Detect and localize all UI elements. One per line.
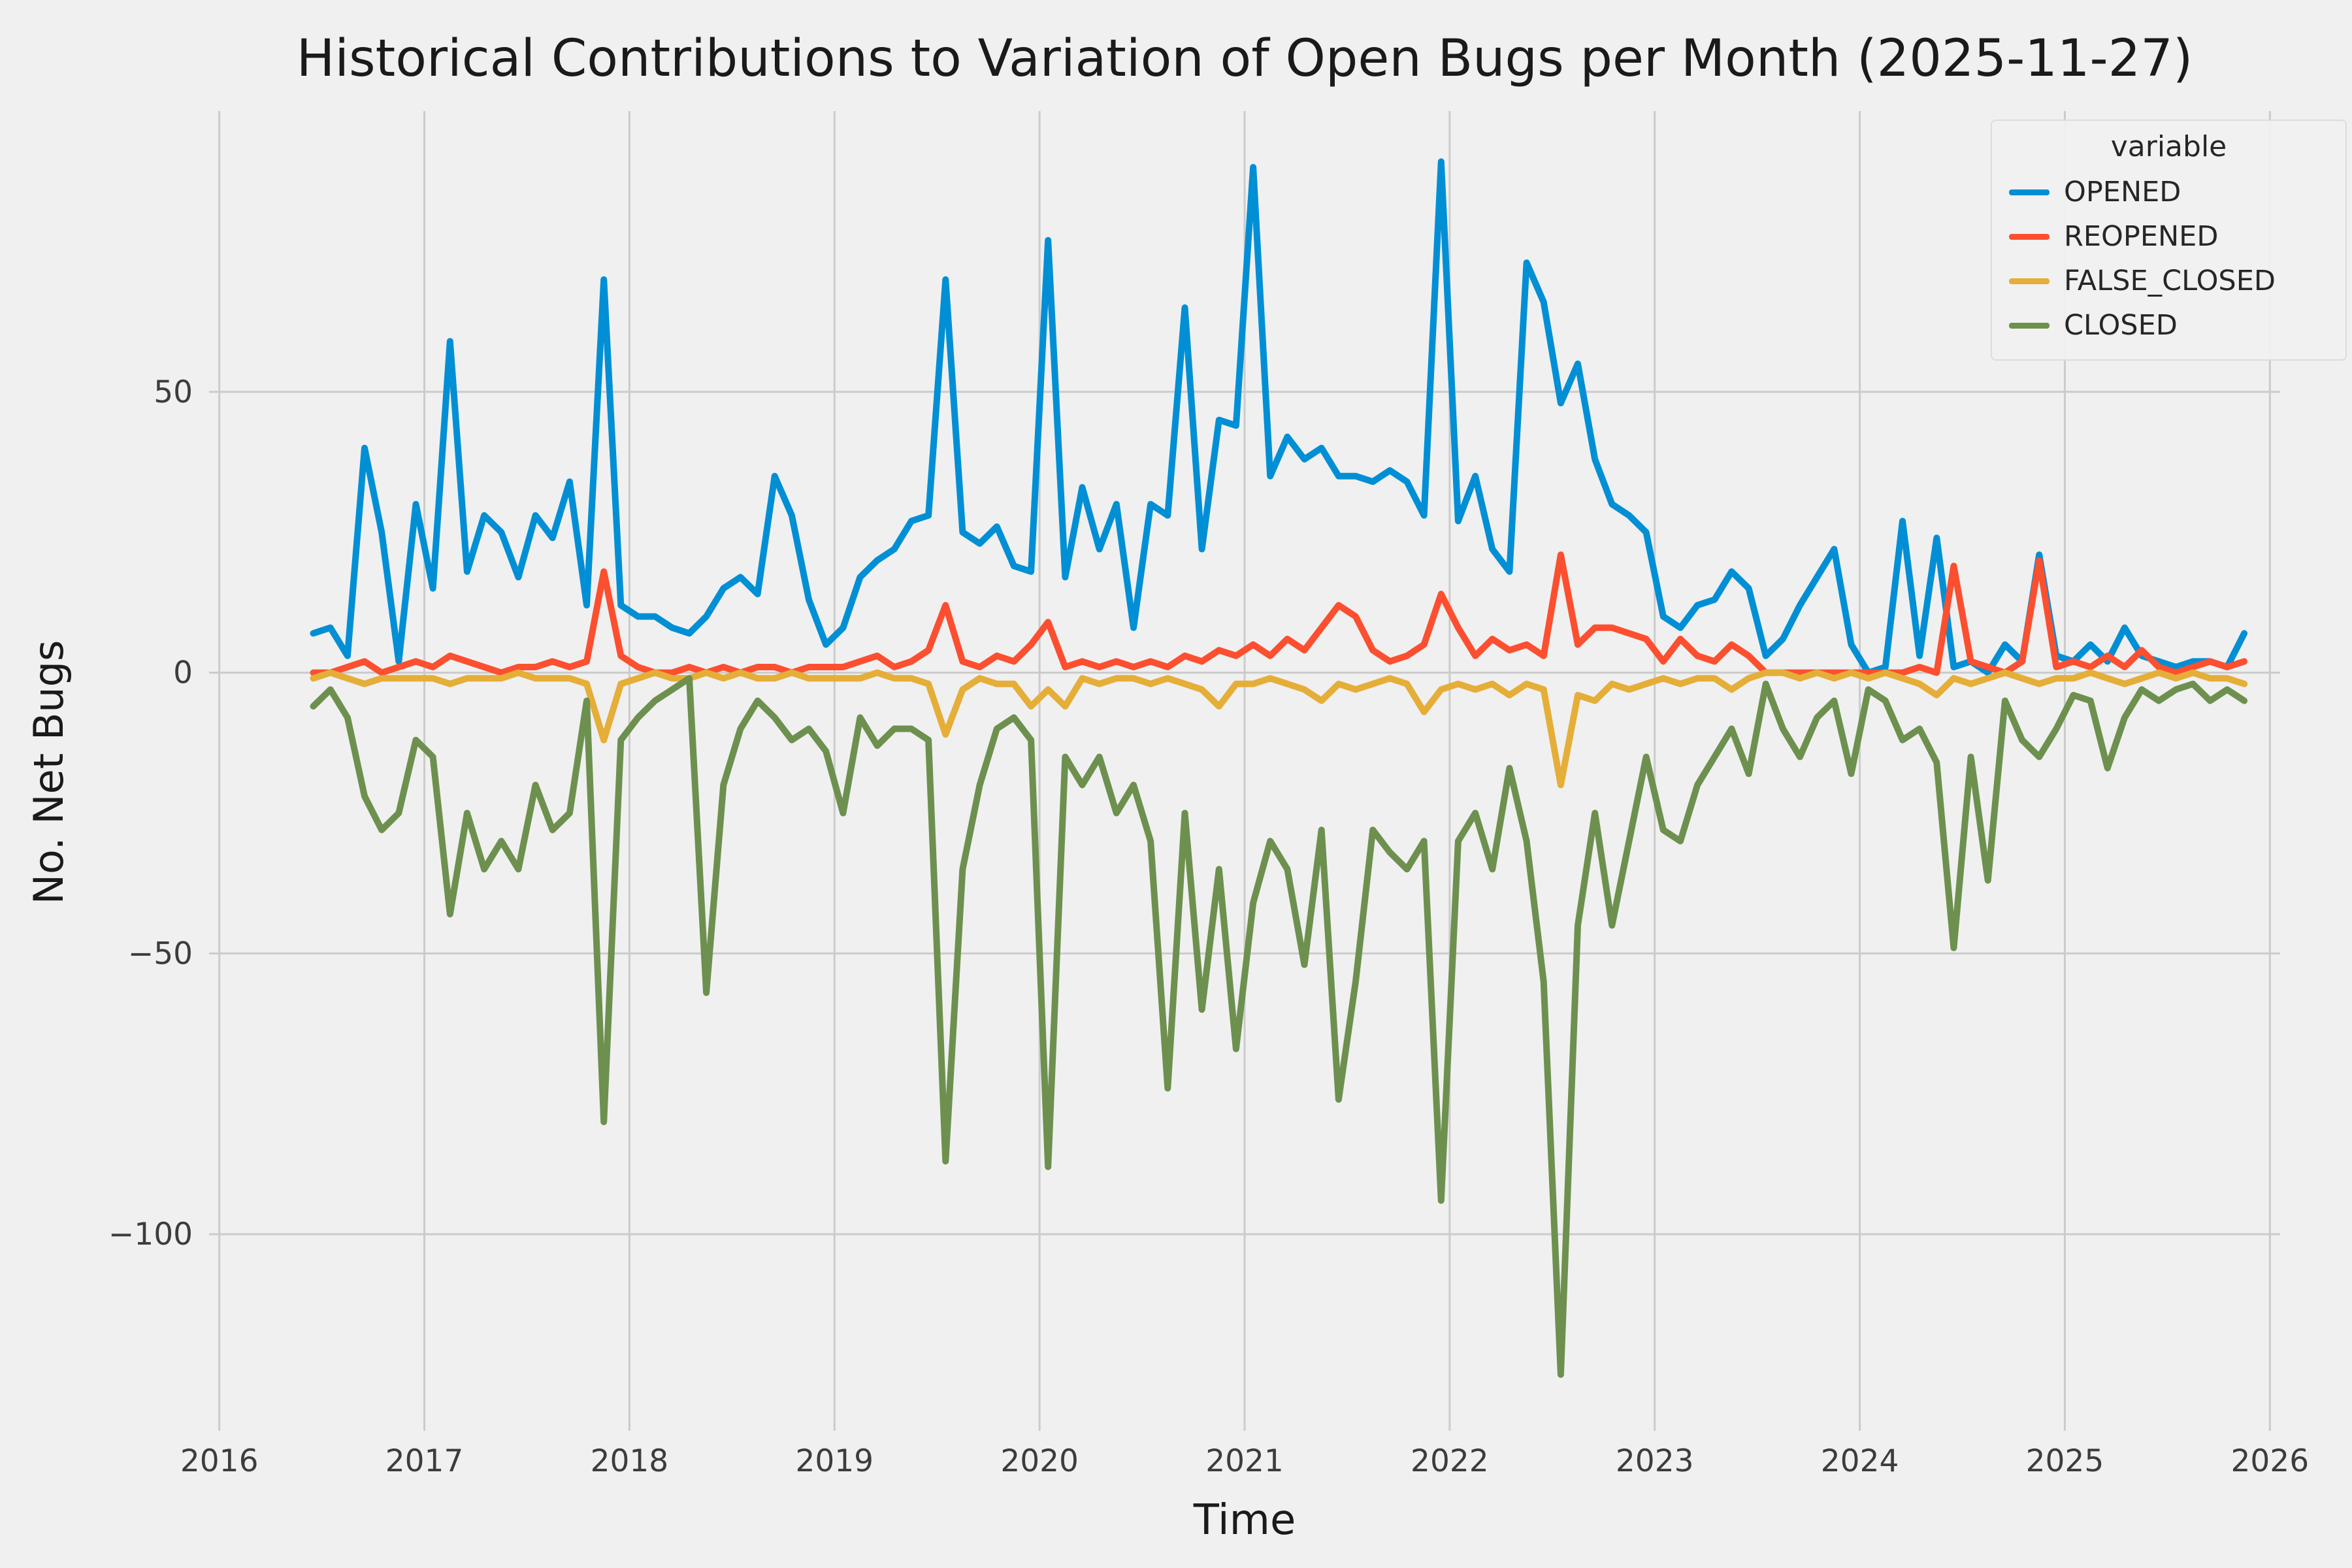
legend-item-false-closed: FALSE_CLOSED bbox=[1992, 259, 2345, 303]
x-tick-label: 2018 bbox=[591, 1443, 669, 1479]
x-tick-label: 2022 bbox=[1411, 1443, 1489, 1479]
chart-title: Historical Contributions to Variation of… bbox=[296, 29, 2193, 88]
legend-item-reopened: REOPENED bbox=[1992, 214, 2345, 259]
x-tick-label: 2024 bbox=[1821, 1443, 1899, 1479]
x-tick-label: 2020 bbox=[1000, 1443, 1079, 1479]
legend-swatch-closed-icon bbox=[2009, 322, 2050, 329]
legend-item-opened: OPENED bbox=[1992, 170, 2345, 214]
legend-swatch-opened-icon bbox=[2009, 189, 2050, 195]
series-line-reopened bbox=[310, 551, 2248, 676]
legend-swatch-false-closed-icon bbox=[2009, 278, 2050, 284]
y-axis-label: No. Net Bugs bbox=[25, 640, 73, 905]
x-tick-label: 2017 bbox=[385, 1443, 464, 1479]
x-tick-label: 2016 bbox=[180, 1443, 259, 1479]
series-line-false_closed bbox=[310, 669, 2248, 789]
legend-label-false-closed: FALSE_CLOSED bbox=[2064, 265, 2276, 297]
x-tick-label: 2021 bbox=[1205, 1443, 1284, 1479]
legend-item-closed: CLOSED bbox=[1992, 303, 2345, 348]
x-axis-label: Time bbox=[1193, 1496, 1296, 1544]
series-line-closed bbox=[310, 675, 2248, 1378]
x-tick-label: 2023 bbox=[1616, 1443, 1694, 1479]
legend-label-closed: CLOSED bbox=[2064, 309, 2178, 342]
legend-swatch-reopened-icon bbox=[2009, 233, 2050, 240]
y-tick-label: 50 bbox=[154, 374, 193, 410]
y-tick-label: −50 bbox=[128, 936, 193, 972]
legend-label-reopened: REOPENED bbox=[2064, 220, 2219, 253]
y-tick-label: −100 bbox=[108, 1217, 193, 1252]
x-tick-label: 2025 bbox=[2026, 1443, 2104, 1479]
legend-label-opened: OPENED bbox=[2064, 176, 2181, 208]
x-tick-label: 2019 bbox=[795, 1443, 874, 1479]
legend: variable OPENED REOPENED FALSE_CLOSED CL… bbox=[1991, 120, 2347, 361]
legend-title: variable bbox=[2110, 130, 2227, 163]
x-tick-label: 2026 bbox=[2230, 1443, 2309, 1479]
series-line-opened bbox=[310, 158, 2248, 676]
y-tick-label: 0 bbox=[173, 655, 193, 691]
